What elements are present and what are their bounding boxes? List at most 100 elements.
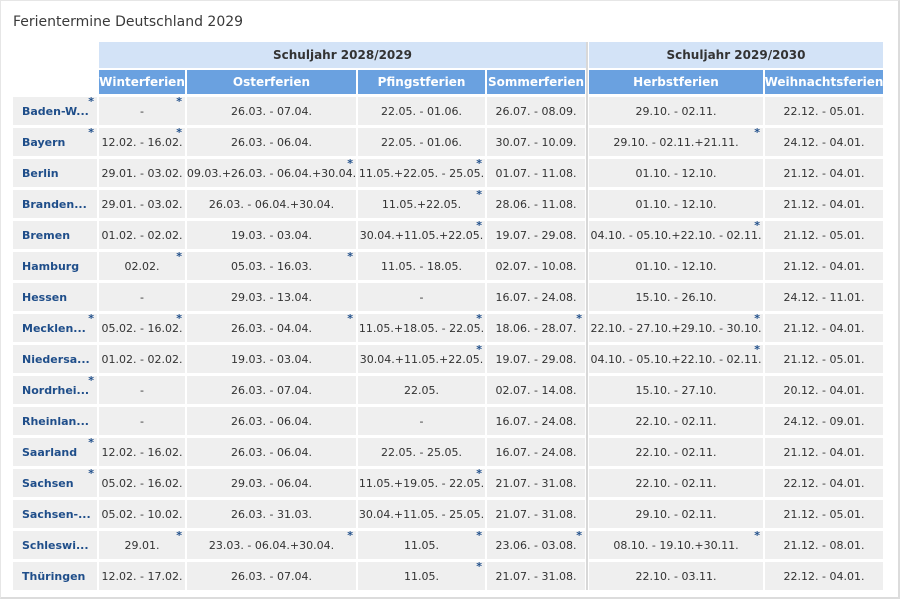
holiday-cell[interactable]: - <box>358 283 485 311</box>
holiday-cell[interactable]: 05.03. - 16.03. * <box>187 251 356 280</box>
holiday-cell[interactable]: 12.02. - 16.02. * <box>99 127 185 156</box>
holiday-cell[interactable]: 11.05.+22.05. - 25.05. * <box>358 158 485 187</box>
holiday-cell[interactable]: 11.05. * <box>358 561 485 590</box>
holiday-cell[interactable]: 11.05. * <box>358 530 485 559</box>
holiday-cell[interactable]: 29.10. - 02.11. <box>589 500 763 528</box>
holiday-cell[interactable]: 29.01. - 03.02. <box>99 190 185 218</box>
holiday-cell[interactable]: - * <box>99 96 185 125</box>
holiday-cell[interactable]: 20.12. - 04.01. <box>765 376 883 404</box>
holiday-cell[interactable]: 08.10. - 19.10.+30.11. * <box>589 530 763 559</box>
holiday-cell[interactable]: 19.07. - 29.08. <box>487 221 585 249</box>
state-name[interactable]: Schleswi... <box>13 531 97 559</box>
holiday-cell[interactable]: 26.03. - 04.04. * <box>187 313 356 342</box>
holiday-cell[interactable]: 01.02. - 02.02. <box>99 221 185 249</box>
holiday-cell[interactable]: 15.10. - 26.10. <box>589 283 763 311</box>
state-name[interactable]: Baden-W... * <box>13 97 97 125</box>
holiday-cell[interactable]: 05.02. - 10.02. <box>99 500 185 528</box>
holiday-cell[interactable]: 30.07. - 10.09. <box>487 128 585 156</box>
holiday-cell[interactable]: 19.03. - 03.04. <box>187 345 356 373</box>
holiday-cell[interactable]: 21.12. - 04.01. <box>765 252 883 280</box>
holiday-cell[interactable]: 11.05.+22.05. * <box>358 189 485 218</box>
holiday-cell[interactable]: 30.04.+11.05.+22.05. * <box>358 344 485 373</box>
holiday-cell[interactable]: 04.10. - 05.10.+22.10. - 02.11. * <box>589 344 763 373</box>
holiday-cell[interactable]: 22.05. - 01.06. <box>358 128 485 156</box>
holiday-cell[interactable]: 11.05.+19.05. - 22.05. * <box>358 468 485 497</box>
column-header-winterferien[interactable]: Winterferien <box>99 70 185 94</box>
state-name[interactable]: Thüringen <box>13 562 97 590</box>
holiday-cell[interactable]: 15.10. - 27.10. <box>589 376 763 404</box>
holiday-cell[interactable]: 28.06. - 11.08. <box>487 190 585 218</box>
holiday-cell[interactable]: 26.07. - 08.09. <box>487 97 585 125</box>
holiday-cell[interactable]: 16.07. - 24.08. <box>487 438 585 466</box>
holiday-cell[interactable]: 24.12. - 04.01. <box>765 128 883 156</box>
holiday-cell[interactable]: 05.02. - 16.02. <box>99 469 185 497</box>
holiday-cell[interactable]: 11.05.+18.05. - 22.05. * <box>358 313 485 342</box>
state-name[interactable]: Branden... <box>13 190 97 218</box>
holiday-cell[interactable]: 29.01. * <box>99 530 185 559</box>
column-header-pfingstferien[interactable]: Pfingstferien <box>358 70 485 94</box>
column-header-sommerferien[interactable]: Sommerferien <box>487 70 585 94</box>
holiday-cell[interactable]: 01.10. - 12.10. <box>589 190 763 218</box>
holiday-cell[interactable]: 21.12. - 04.01. <box>765 438 883 466</box>
holiday-cell[interactable]: 23.06. - 03.08. * <box>487 530 585 559</box>
holiday-cell[interactable]: 09.03.+26.03. - 06.04.+30.04. * <box>187 158 356 187</box>
holiday-cell[interactable]: 24.12. - 09.01. <box>765 407 883 435</box>
holiday-cell[interactable]: 26.03. - 07.04. <box>187 562 356 590</box>
holiday-cell[interactable]: 22.12. - 05.01. <box>765 97 883 125</box>
holiday-cell[interactable]: 21.07. - 31.08. <box>487 500 585 528</box>
state-name[interactable]: Bayern * <box>13 128 97 156</box>
state-name[interactable]: Nordrhei... * <box>13 376 97 404</box>
holiday-cell[interactable]: 21.12. - 05.01. <box>765 221 883 249</box>
state-name[interactable]: Hessen <box>13 283 97 311</box>
state-name[interactable]: Saarland * <box>13 438 97 466</box>
holiday-cell[interactable]: 16.07. - 24.08. <box>487 283 585 311</box>
holiday-cell[interactable]: 12.02. - 17.02. <box>99 562 185 590</box>
holiday-cell[interactable]: - <box>99 376 185 404</box>
holiday-cell[interactable]: 26.03. - 06.04. <box>187 128 356 156</box>
holiday-cell[interactable]: 22.10. - 03.11. <box>589 562 763 590</box>
holiday-cell[interactable]: 24.12. - 11.01. <box>765 283 883 311</box>
holiday-cell[interactable]: 01.07. - 11.08. <box>487 159 585 187</box>
holiday-cell[interactable]: 29.03. - 13.04. <box>187 283 356 311</box>
holiday-cell[interactable]: 19.07. - 29.08. <box>487 345 585 373</box>
holiday-cell[interactable]: 04.10. - 05.10.+22.10. - 02.11. * <box>589 220 763 249</box>
holiday-cell[interactable]: - <box>99 283 185 311</box>
column-header-herbstferien[interactable]: Herbstferien <box>589 70 763 94</box>
holiday-cell[interactable]: 23.03. - 06.04.+30.04. * <box>187 530 356 559</box>
holiday-cell[interactable]: 22.10. - 02.11. <box>589 469 763 497</box>
column-header-weihnachtsferien[interactable]: Weihnachtsferien <box>765 70 883 94</box>
state-name[interactable]: Rheinlan... <box>13 407 97 435</box>
holiday-cell[interactable]: 21.12. - 04.01. <box>765 159 883 187</box>
state-name[interactable]: Bremen <box>13 221 97 249</box>
holiday-cell[interactable]: 21.12. - 05.01. <box>765 345 883 373</box>
holiday-cell[interactable]: 29.01. - 03.02. <box>99 159 185 187</box>
state-name[interactable]: Hamburg <box>13 252 97 280</box>
holiday-cell[interactable]: 21.07. - 31.08. <box>487 469 585 497</box>
holiday-cell[interactable]: 22.05. <box>358 376 485 404</box>
holiday-cell[interactable]: 22.12. - 04.01. <box>765 562 883 590</box>
holiday-cell[interactable]: 01.02. - 02.02. <box>99 345 185 373</box>
holiday-cell[interactable]: 11.05. - 18.05. <box>358 252 485 280</box>
holiday-cell[interactable]: 26.03. - 31.03. <box>187 500 356 528</box>
holiday-cell[interactable]: 16.07. - 24.08. <box>487 407 585 435</box>
holiday-cell[interactable]: 01.10. - 12.10. <box>589 252 763 280</box>
holiday-cell[interactable]: 02.07. - 10.08. <box>487 252 585 280</box>
holiday-cell[interactable]: 02.02. * <box>99 251 185 280</box>
state-name[interactable]: Niedersa... <box>13 345 97 373</box>
holiday-cell[interactable]: 21.07. - 31.08. <box>487 562 585 590</box>
holiday-cell[interactable]: 26.03. - 07.04. <box>187 376 356 404</box>
holiday-cell[interactable]: 01.10. - 12.10. <box>589 159 763 187</box>
holiday-cell[interactable]: 22.10. - 02.11. <box>589 438 763 466</box>
holiday-cell[interactable]: 29.03. - 06.04. <box>187 469 356 497</box>
holiday-cell[interactable]: 21.12. - 04.01. <box>765 190 883 218</box>
holiday-cell[interactable]: 22.05. - 25.05. <box>358 438 485 466</box>
holiday-cell[interactable]: 26.03. - 06.04. <box>187 407 356 435</box>
holiday-cell[interactable]: 29.10. - 02.11. <box>589 97 763 125</box>
holiday-cell[interactable]: 26.03. - 06.04. <box>187 438 356 466</box>
holiday-cell[interactable]: 30.04.+11.05.+22.05. * <box>358 220 485 249</box>
holiday-cell[interactable]: 22.12. - 04.01. <box>765 469 883 497</box>
holiday-cell[interactable]: 30.04.+11.05. - 25.05. <box>358 500 485 528</box>
holiday-cell[interactable]: 22.05. - 01.06. <box>358 97 485 125</box>
holiday-cell[interactable]: - <box>358 407 485 435</box>
holiday-cell[interactable]: 26.03. - 07.04. <box>187 97 356 125</box>
